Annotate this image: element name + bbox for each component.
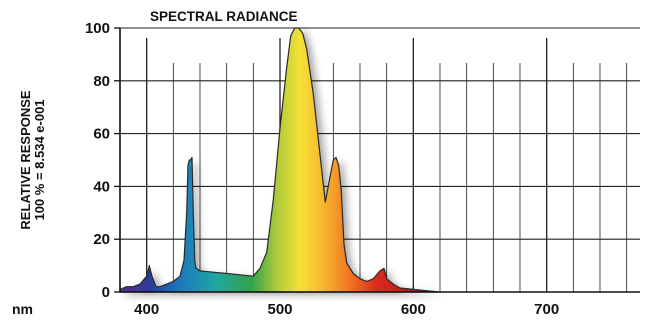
x-tick-label-400: 400	[134, 301, 159, 318]
x-tick-label-700: 700	[534, 301, 559, 318]
x-tick-labels: 400 500 600 700	[134, 301, 559, 318]
x-axis-unit: nm	[12, 301, 33, 317]
y-axis-label-line-2: 100 % = 8.534 e-001	[32, 99, 47, 220]
y-tick-label-40: 40	[93, 178, 110, 195]
y-tick-label-100: 100	[85, 20, 110, 37]
x-tick-label-600: 600	[401, 301, 426, 318]
y-axis-label: RELATIVE RESPONSE 100 % = 8.534 e-001	[18, 90, 47, 230]
chart-title: SPECTRAL RADIANCE	[150, 9, 298, 24]
y-tick-labels: 0 20 40 60 80 100	[85, 20, 120, 301]
axes	[119, 28, 640, 293]
y-tick-label-0: 0	[102, 284, 110, 301]
y-tick-label-60: 60	[93, 126, 110, 143]
spectrum-series-0	[119, 27, 441, 293]
y-tick-label-80: 80	[93, 73, 110, 90]
y-axis-label-line-1: RELATIVE RESPONSE	[18, 90, 33, 230]
y-tick-label-20: 20	[93, 231, 110, 248]
spectrum-area	[119, 27, 445, 295]
x-tick-label-500: 500	[267, 301, 292, 318]
